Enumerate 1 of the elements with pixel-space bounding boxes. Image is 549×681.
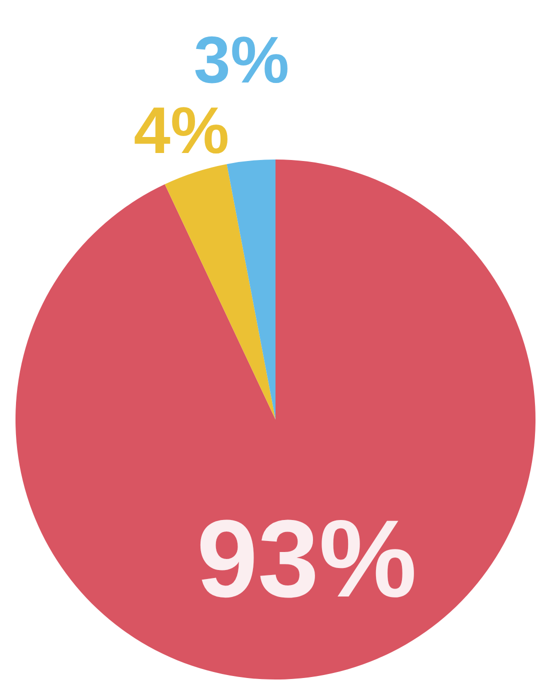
data-label: 93% [196, 498, 417, 621]
